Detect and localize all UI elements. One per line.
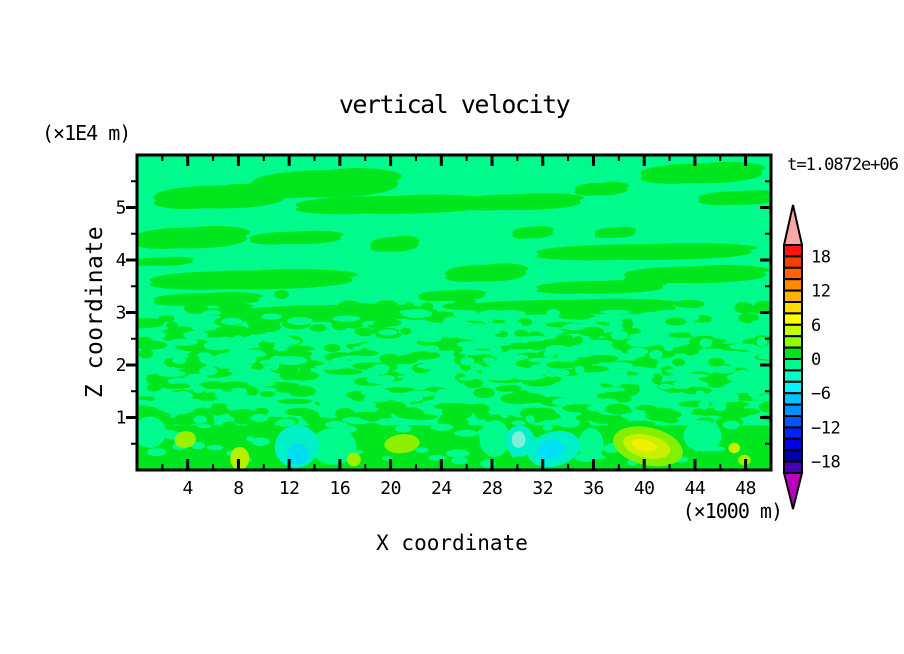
z-tick-label: 4	[116, 250, 126, 271]
colorbar-cell	[783, 403, 803, 418]
colorbar-cell	[783, 358, 803, 372]
colorbar-cell	[783, 278, 803, 292]
colorbar-cell	[783, 301, 803, 315]
colorbar-cell	[783, 369, 803, 383]
x-tick-label: 40	[634, 478, 655, 499]
x-tick-label: 24	[431, 478, 452, 499]
updraft-blob	[728, 442, 740, 454]
colorbar-cell	[783, 323, 803, 338]
colorbar-cell	[783, 266, 803, 281]
colorbar-cell	[783, 312, 803, 326]
updraft-core	[631, 439, 657, 452]
x-tick-label: 44	[685, 478, 706, 499]
timestamp-label: t=1.0872e+06	[787, 155, 899, 175]
colorbar-cell	[783, 244, 803, 258]
colorbar-over-arrow	[782, 204, 804, 246]
colorbar-cell	[783, 380, 803, 395]
colorbar-under-arrow	[782, 472, 804, 510]
colorbar-label: −18	[811, 453, 840, 473]
colorbar: 18 12 6 0 −6 −12 −18	[782, 204, 841, 510]
x-tick-label: 4	[183, 478, 193, 499]
x-axis-unit-label: (×1000 m)	[682, 499, 783, 523]
downdraft-core	[536, 440, 565, 460]
z-tick-label: 2	[116, 355, 126, 376]
colorbar-cell	[783, 437, 803, 452]
x-tick-label: 48	[735, 478, 756, 499]
colorbar-label: 0	[811, 350, 821, 370]
colorbar-cell	[783, 392, 803, 406]
colorbar-cell	[783, 460, 803, 475]
colorbar-label: 12	[811, 282, 830, 302]
x-tick-label: 16	[330, 478, 351, 499]
downdraft-core	[287, 443, 309, 465]
page-title: vertical velocity	[338, 90, 571, 119]
x-tick-label: 32	[532, 478, 553, 499]
x-axis-title: X coordinate	[376, 531, 528, 555]
z-tick-label: 5	[116, 198, 126, 219]
colorbar-cell	[783, 449, 803, 463]
z-axis-unit-label: (×1E4 m)	[42, 121, 131, 145]
colorbar-cell	[783, 426, 803, 440]
x-tick-label: 20	[380, 478, 401, 499]
x-tick-label: 36	[583, 478, 604, 499]
updraft-blob	[384, 434, 420, 454]
colorbar-label: −12	[811, 418, 840, 438]
colorbar-cell	[783, 335, 803, 349]
updraft-blob	[174, 431, 196, 449]
downdraft-core	[511, 431, 526, 448]
x-tick-label: 8	[233, 478, 243, 499]
axis-ticks	[126, 155, 771, 470]
colorbar-cell	[783, 415, 803, 429]
colorbar-cell	[783, 255, 803, 269]
z-tick-label: 3	[116, 303, 126, 324]
contour-field	[137, 155, 771, 470]
z-tick-label: 1	[116, 408, 126, 429]
colorbar-cell	[783, 289, 803, 304]
updraft-blob	[230, 446, 250, 470]
colorbar-label: −6	[811, 384, 831, 404]
x-tick-label: 12	[279, 478, 300, 499]
updraft-blob	[346, 452, 361, 467]
colorbar-label: 6	[811, 316, 821, 336]
surface-cores	[174, 425, 751, 470]
x-tick-label: 28	[482, 478, 503, 499]
colorbar-cell	[783, 346, 803, 361]
colorbar-label: 18	[811, 247, 831, 267]
z-axis-title: Z coordinate	[82, 225, 108, 399]
